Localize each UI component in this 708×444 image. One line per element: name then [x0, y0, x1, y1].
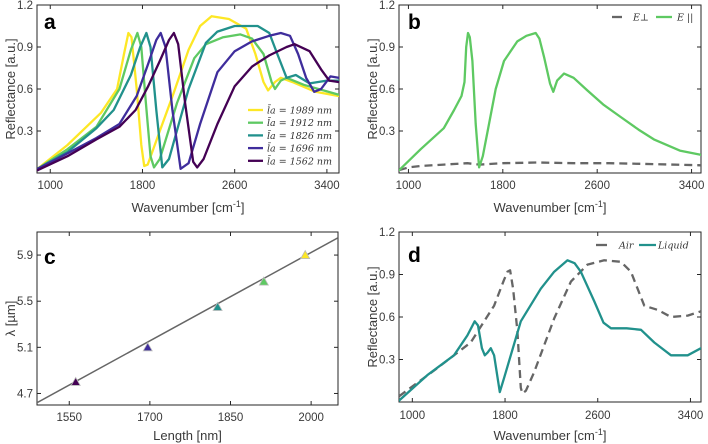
y-tick-label: 0.3 [379, 355, 395, 367]
data-point-marker [212, 301, 223, 311]
x-tick-label: 2600 [584, 180, 610, 192]
x-tick-label: 1000 [37, 180, 63, 192]
x-tick-label: 3400 [314, 180, 340, 192]
y-axis-label: Reflectance [a.u.] [365, 38, 380, 139]
x-tick-label: 1000 [400, 410, 426, 422]
panel-letter: c [44, 246, 56, 269]
x-tick-label: 1000 [396, 180, 422, 192]
x-tick-label: 2000 [298, 412, 324, 424]
panel-letter: a [44, 11, 56, 34]
series-line [399, 259, 701, 402]
x-tick-label: 3400 [679, 180, 705, 192]
panel-letter: d [408, 244, 421, 267]
x-axis-label: Wavenumber [cm-1] [131, 199, 244, 215]
fit-line [37, 237, 338, 404]
legend: Air Liquid [596, 241, 689, 252]
axes-box [398, 4, 702, 174]
y-tick-label: 1.2 [379, 227, 395, 239]
x-tick-label: 2600 [585, 410, 611, 422]
x-axis-label-sup: -1 [595, 427, 603, 437]
series-line [37, 31, 339, 172]
panel-c: 1550 1700 1850 2000 4.7 5.1 5.5 5.9 Length [nm] λ… [3, 231, 339, 443]
y-tick-label: 4.7 [17, 388, 33, 400]
x-axis-label-end: ] [603, 200, 607, 215]
x-axis-label: Wavenumber [cm-1] [493, 199, 606, 215]
legend-label: l̄a = 1989 nm [267, 104, 332, 116]
x-axis-label-sup: -1 [595, 199, 603, 209]
x-axis-label-end: ] [603, 428, 607, 443]
axes-box [36, 231, 339, 406]
x-tick-label: 1550 [56, 412, 82, 424]
x-tick-label: 1800 [490, 180, 516, 192]
y-tick-label: 5.1 [17, 342, 33, 354]
panel-d: 1000 1800 2600 3400 0.3 0.6 0.9 1.2 Wavenumber [… [365, 227, 703, 443]
series-line [399, 31, 701, 172]
legend-label: E⊥ [632, 13, 649, 24]
y-tick-label: 1.2 [17, 0, 33, 12]
x-tick-label: 1850 [218, 412, 244, 424]
legend-label: Liquid [657, 241, 689, 252]
y-tick-label: 0.6 [379, 312, 395, 324]
data-point-marker [300, 249, 311, 259]
legend: E⊥ E || [612, 13, 693, 24]
x-axis-label-sup: -1 [233, 199, 241, 209]
series-line [37, 31, 339, 170]
data-point-marker [142, 342, 153, 352]
y-tick-label: 0.3 [379, 126, 395, 138]
series-line [399, 161, 701, 172]
y-tick-label: 5.5 [17, 296, 33, 308]
plot-area [37, 237, 338, 404]
y-axis-label: Reflectance [a.u.] [3, 38, 18, 139]
x-tick-label: 2600 [222, 180, 248, 192]
legend-label: l̄a = 1562 nm [267, 155, 332, 167]
x-tick-label: 1800 [130, 180, 156, 192]
axes-box [398, 231, 702, 403]
y-tick-label: 0.6 [17, 84, 33, 96]
legend: l̄a = 1989 nml̄a = 1912 nml̄a = 1826 nml… [248, 104, 332, 167]
y-tick-label: 1.2 [379, 0, 395, 12]
x-axis-label: Length [nm] [153, 428, 222, 443]
legend-label: Air [618, 241, 635, 252]
series-line [37, 31, 339, 170]
x-tick-label: 1800 [492, 410, 518, 422]
panel-a: 1000 1800 2600 3400 0.3 0.6 0.9 1.2 Wavenumber [… [3, 0, 340, 215]
x-tick-label: 3400 [678, 410, 704, 422]
panel-letter: b [408, 11, 421, 34]
plot-area [37, 15, 339, 172]
data-point-marker [258, 276, 270, 286]
y-tick-label: 0.9 [379, 270, 395, 282]
legend-label: l̄a = 1826 nm [267, 130, 332, 142]
series-line [399, 259, 701, 398]
y-tick-label: 0.9 [17, 42, 33, 54]
y-tick-label: 0.9 [379, 42, 395, 54]
legend-label: E || [676, 13, 693, 24]
y-tick-label: 0.6 [379, 84, 395, 96]
x-axis-label: Wavenumber [cm-1] [493, 427, 606, 443]
plot-area [399, 31, 701, 172]
panel-b: 1000 1800 2600 3400 0.3 0.6 0.9 1.2 Wavenumber [… [365, 0, 704, 215]
y-axis-label: λ [µm] [3, 301, 18, 337]
y-tick-label: 0.3 [17, 126, 33, 138]
x-axis-label-end: ] [241, 200, 245, 215]
series-line [37, 24, 339, 170]
legend-label: l̄a = 1696 nm [267, 143, 332, 155]
y-axis-label: Reflectance [a.u.] [365, 266, 380, 367]
plot-area [399, 259, 701, 402]
y-tick-label: 5.9 [17, 250, 33, 262]
legend-label: l̄a = 1912 nm [267, 117, 332, 129]
data-point-marker [70, 376, 81, 386]
x-tick-label: 1700 [137, 412, 163, 424]
